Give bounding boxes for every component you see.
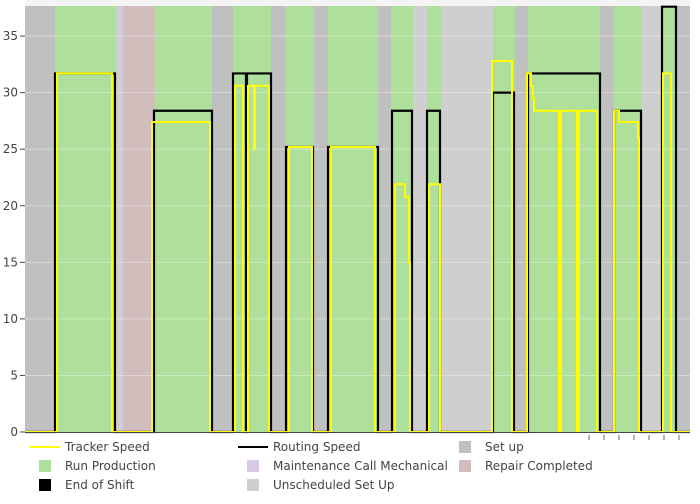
state-band-set-up <box>600 6 614 432</box>
y-tick-label: 10 <box>3 312 18 326</box>
state-band-run-production <box>427 6 441 432</box>
y-tick-label: 15 <box>3 255 18 269</box>
y-tick-label: 25 <box>3 142 18 156</box>
state-band-run-production <box>55 6 116 432</box>
legend-item-run-production[interactable]: Run Production <box>39 459 156 473</box>
y-tick-label: 5 <box>10 368 18 382</box>
state-band-run-production <box>233 6 271 432</box>
legend-item-maintenance-call-mechanical[interactable]: Maintenance Call Mechanical <box>247 459 448 473</box>
legend-item-repair-completed[interactable]: Repair Completed <box>459 459 593 473</box>
state-band-run-production <box>614 6 642 432</box>
legend-box-swatch <box>459 460 471 472</box>
state-band-run-production <box>528 6 600 432</box>
state-band-repair-completed <box>123 6 155 432</box>
state-band-run-production <box>662 6 676 432</box>
x-minor-ticks <box>588 435 680 440</box>
legend-item-end-of-shift[interactable]: End of Shift <box>39 478 135 492</box>
state-bands <box>25 6 690 432</box>
state-band-run-production <box>155 6 212 432</box>
legend-box-swatch <box>247 479 259 491</box>
legend-label: Unscheduled Set Up <box>273 478 395 492</box>
legend-label: End of Shift <box>65 478 135 492</box>
legend-label: Repair Completed <box>485 459 593 473</box>
state-band-run-production <box>391 6 413 432</box>
legend-label: Run Production <box>65 459 156 473</box>
plot-top-strip <box>25 0 690 6</box>
state-band-set-up <box>314 6 328 432</box>
y-tick-label: 30 <box>3 86 18 100</box>
state-band-run-production <box>328 6 378 432</box>
state-band-set-up <box>25 6 55 432</box>
legend-label: Tracker Speed <box>64 440 150 454</box>
y-tick-label: 35 <box>3 29 18 43</box>
legend-item-set-up[interactable]: Set up <box>459 440 524 454</box>
state-band-set-up <box>676 6 690 432</box>
y-tick-label: 0 <box>10 425 18 439</box>
state-band-unscheduled-set-up <box>413 6 427 432</box>
state-band-maintenance-call-mechanical <box>122 6 123 432</box>
legend-box-swatch <box>39 460 51 472</box>
legend[interactable]: Tracker Speed Routing Speed Set up Run Prod… <box>30 440 593 492</box>
legend-item-tracker-speed[interactable]: Tracker Speed <box>30 440 150 454</box>
state-band-set-up <box>271 6 285 432</box>
legend-label: Maintenance Call Mechanical <box>273 459 448 473</box>
legend-label: Routing Speed <box>273 440 360 454</box>
state-band-set-up <box>515 6 528 432</box>
state-band-run-production <box>493 6 515 432</box>
legend-box-swatch <box>39 479 51 491</box>
legend-item-routing-speed[interactable]: Routing Speed <box>238 440 360 454</box>
legend-item-unscheduled-set-up[interactable]: Unscheduled Set Up <box>247 478 395 492</box>
state-band-unscheduled-set-up <box>116 6 122 432</box>
state-band-unscheduled-set-up <box>642 6 662 432</box>
legend-box-swatch <box>247 460 259 472</box>
state-band-set-up <box>212 6 233 432</box>
y-axis: 0 5 10 15 20 25 30 35 <box>3 29 690 439</box>
state-band-unscheduled-set-up <box>441 6 493 432</box>
legend-label: Set up <box>485 440 524 454</box>
legend-box-swatch <box>459 441 471 453</box>
state-band-set-up <box>378 6 391 432</box>
y-tick-label: 20 <box>3 199 18 213</box>
